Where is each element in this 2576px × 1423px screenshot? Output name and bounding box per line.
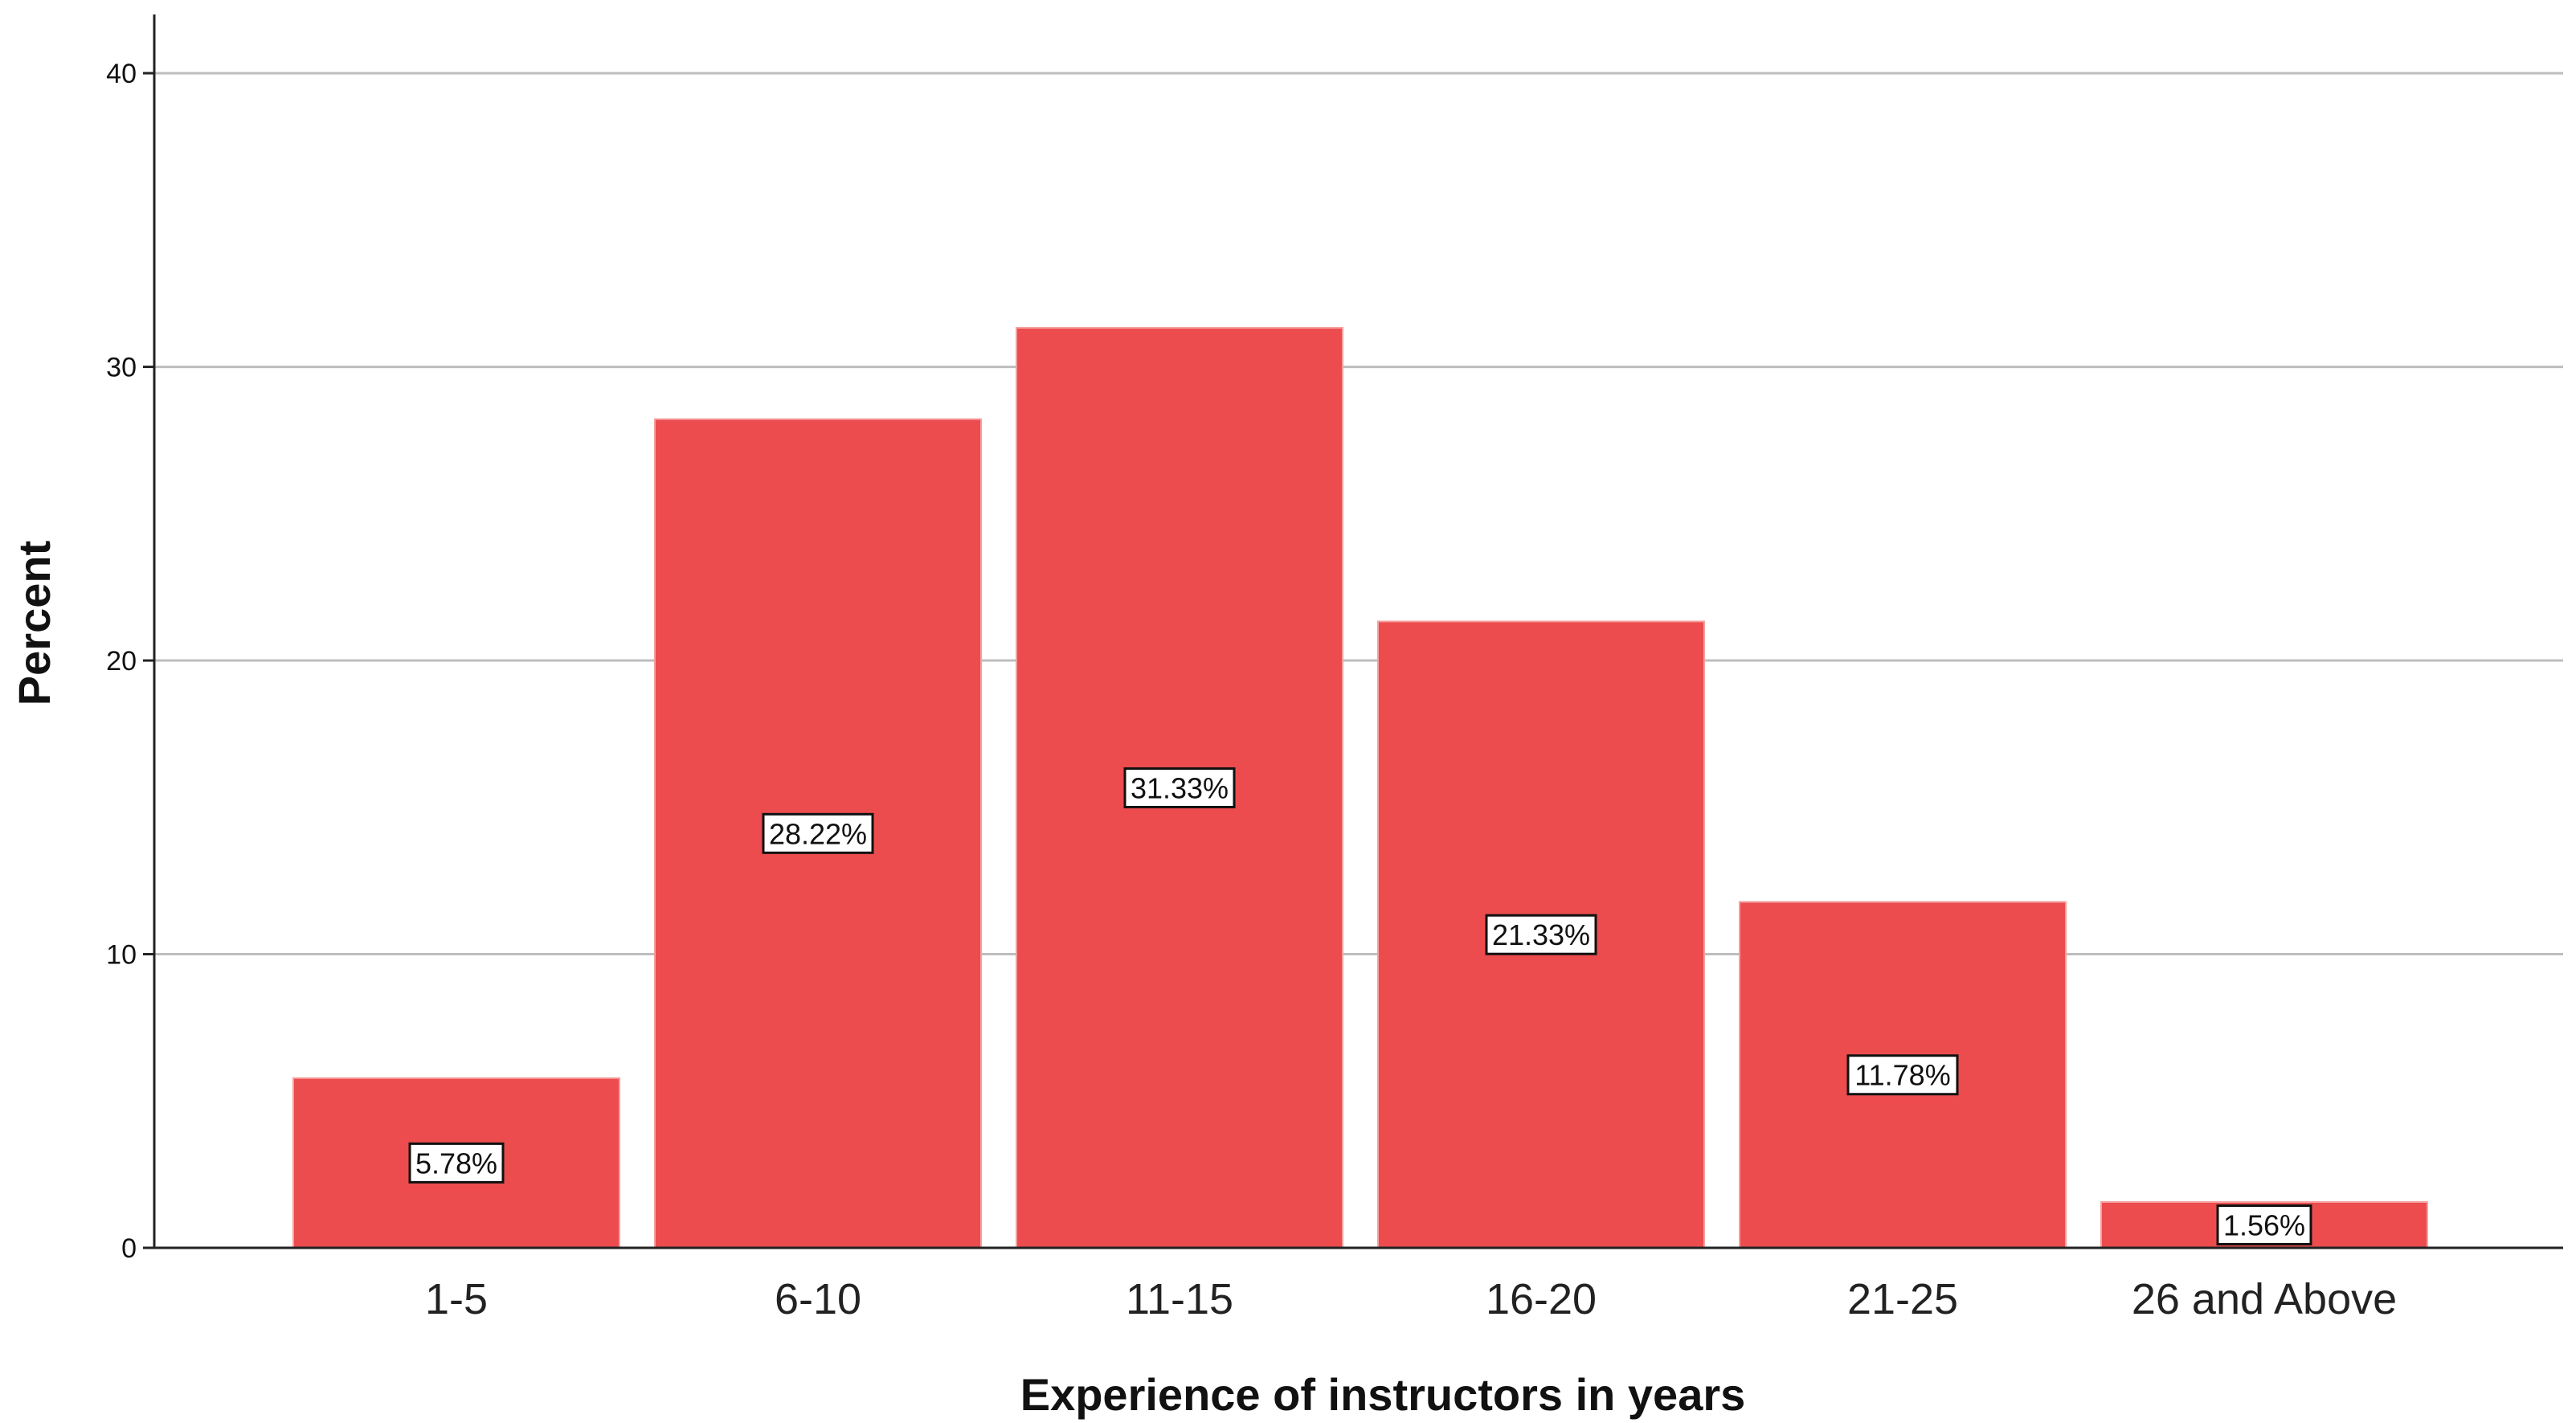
x-tick-label: 11-15 <box>1126 1275 1233 1323</box>
data-label-box <box>408 1142 505 1184</box>
y-tick-label: 40 <box>106 59 137 89</box>
y-tick-label: 20 <box>106 646 137 677</box>
y-tick-label: 0 <box>121 1233 137 1264</box>
data-label-box <box>2216 1204 2312 1245</box>
data-label-text: 21.33% <box>1492 918 1590 951</box>
x-tick-label: 1-5 <box>425 1275 488 1323</box>
data-label: 1.56% <box>2216 1204 2312 1245</box>
data-label-text: 1.56% <box>2223 1208 2305 1241</box>
data-label-box <box>1123 767 1236 808</box>
gridlines <box>154 72 2563 956</box>
y-tick-labels: 0 10 20 30 40 <box>106 59 154 1264</box>
x-tick-labels: 1-5 6-10 11-15 16-20 21-25 26 and Above <box>425 1275 2397 1323</box>
data-label: 31.33% <box>1123 767 1236 808</box>
data-labels: 5.78% 28.22% 31.33% 21.33% 11.78% 1.56% <box>408 767 2312 1245</box>
x-tick-label: 21-25 <box>1847 1275 1958 1323</box>
data-label-box <box>1485 914 1597 955</box>
x-axis-title: Experience of instructors in years <box>1020 1369 1746 1420</box>
data-label: 11.78% <box>1846 1054 1959 1096</box>
data-label: 28.22% <box>762 812 874 854</box>
data-label-text: 28.22% <box>769 817 867 850</box>
data-label-box <box>1846 1054 1959 1096</box>
data-label-text: 31.33% <box>1131 771 1229 804</box>
data-label-box <box>762 812 874 854</box>
data-label-text: 11.78% <box>1854 1059 1950 1092</box>
y-tick-label: 30 <box>106 353 137 383</box>
y-axis-title: Percent <box>9 541 59 705</box>
x-tick-label: 26 and Above <box>2132 1275 2397 1323</box>
y-tick-label: 10 <box>106 940 137 971</box>
x-tick-label: 6-10 <box>775 1275 861 1323</box>
bars <box>292 326 2428 1249</box>
data-label: 21.33% <box>1485 914 1597 955</box>
data-label-text: 5.78% <box>415 1147 497 1180</box>
x-tick-label: 16-20 <box>1486 1275 1597 1323</box>
data-label: 5.78% <box>408 1142 505 1184</box>
